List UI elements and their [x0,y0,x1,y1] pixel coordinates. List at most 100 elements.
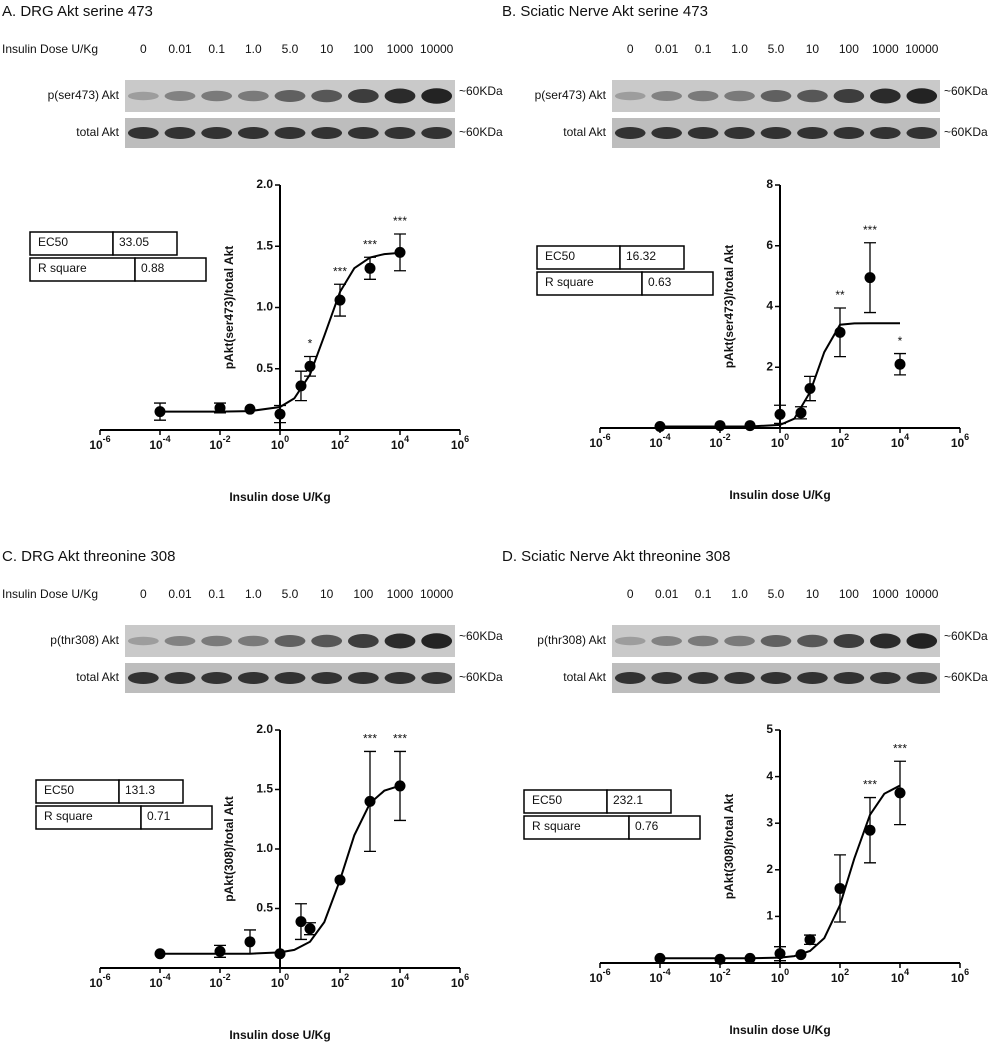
blot-row-label: p(thr308) Akt [537,633,606,647]
data-point [364,795,376,807]
significance: *** [393,732,407,746]
significance: *** [893,741,907,755]
x-axis-label: Insulin dose U/Kg [229,490,330,504]
x-tick-label: 102 [831,967,849,985]
dose: 0.01 [168,587,192,601]
x-tick-label: 102 [331,434,349,452]
blot-band [421,88,453,104]
dose: 10 [806,42,820,56]
dose: 0 [627,42,634,56]
x-tick-label: 102 [331,972,349,990]
significance: ** [835,288,845,302]
data-point [795,407,807,419]
size-label: ~60KDa [944,84,988,98]
stat-label: EC50 [545,249,575,263]
dose: 1.0 [245,42,262,56]
x-tick-label: 104 [891,967,909,985]
dose: 1.0 [731,42,748,56]
stat-box [606,789,672,814]
y-tick-label: 2 [766,862,773,876]
y-tick-label: 2.0 [256,177,273,191]
x-tick-label: 102 [831,432,849,450]
blot-band [760,90,792,102]
stat-label: R square [545,275,594,289]
data-point [804,934,816,946]
size-label: ~60KDa [944,629,988,643]
panel: D. Sciatic Nerve Akt threonine 308 0 0.01 0… [502,548,988,1037]
y-tick-label: 1.5 [256,238,273,252]
stat-box [619,245,685,270]
dose: 0.1 [208,587,225,601]
x-tick-label: 100 [271,972,289,990]
y-tick-label: 2 [766,359,773,373]
x-axis-label: Insulin dose U/Kg [229,1028,330,1042]
blot-band [870,633,901,649]
stat-value: 16.32 [626,249,656,263]
y-tick-label: 1.0 [256,841,273,855]
blot-band [651,672,682,684]
blot-band [384,633,416,649]
blot-row-label: p(ser473) Akt [535,88,607,102]
data-point [244,403,256,415]
blot-band [724,672,755,684]
x-tick-label: 10-4 [149,972,170,990]
dose: 10000 [420,587,454,601]
stat-box [134,257,207,282]
blot-band [274,127,306,139]
blot-row-label: p(ser473) Akt [48,88,120,102]
y-axis-label: pAkt(308)/total Akt [722,794,736,900]
data-point [894,358,906,370]
blot-band [347,672,379,684]
dose: 10 [320,587,334,601]
y-tick-label: 6 [766,238,773,252]
size-label: ~60KDa [459,125,503,139]
stat-value: 0.63 [648,275,672,289]
x-tick-label: 10-2 [709,967,730,985]
x-tick-label: 106 [951,967,969,985]
stat-value: 0.71 [147,809,171,823]
blot-band [237,635,269,647]
blot-band [347,127,379,139]
x-tick-label: 10-6 [589,967,610,985]
blot-row-label: p(thr308) Akt [50,633,119,647]
dose: 5.0 [282,42,299,56]
data-point [295,916,307,928]
significance: *** [333,264,347,278]
dose-label: Insulin Dose U/Kg [2,587,98,601]
x-tick-label: 100 [271,434,289,452]
x-tick-label: 104 [891,432,909,450]
panel-title: C. DRG Akt threonine 308 [2,548,175,565]
x-tick-label: 104 [391,434,409,452]
size-label: ~60KDa [944,670,988,684]
x-tick-label: 10-6 [589,432,610,450]
dose: 100 [839,42,859,56]
blot-band [687,90,719,102]
stat-box [628,815,701,840]
blot-band [651,636,682,646]
y-tick-label: 4 [766,299,773,313]
panel: C. DRG Akt threonine 308 Insulin Dose U/K… [2,548,503,1042]
data-point [364,262,376,274]
x-tick-label: 10-6 [89,434,110,452]
dose: 1000 [387,587,414,601]
dose: 0.01 [655,42,679,56]
stat-value: 33.05 [119,235,149,249]
x-tick-label: 10-4 [649,432,670,450]
data-point [214,945,226,957]
x-tick-label: 106 [951,432,969,450]
dose: 5.0 [768,587,785,601]
data-point [834,882,846,894]
blot-band [421,127,453,139]
blot-band [760,672,792,684]
stat-label: R square [532,819,581,833]
data-point [864,272,876,284]
dose: 10000 [420,42,454,56]
stat-label: EC50 [532,793,562,807]
data-point [304,923,316,935]
significance: *** [863,223,877,237]
stat-box [118,779,184,804]
blot-band [614,91,646,101]
x-tick-label: 106 [451,434,469,452]
stat-box [140,805,213,830]
significance: * [898,334,903,348]
